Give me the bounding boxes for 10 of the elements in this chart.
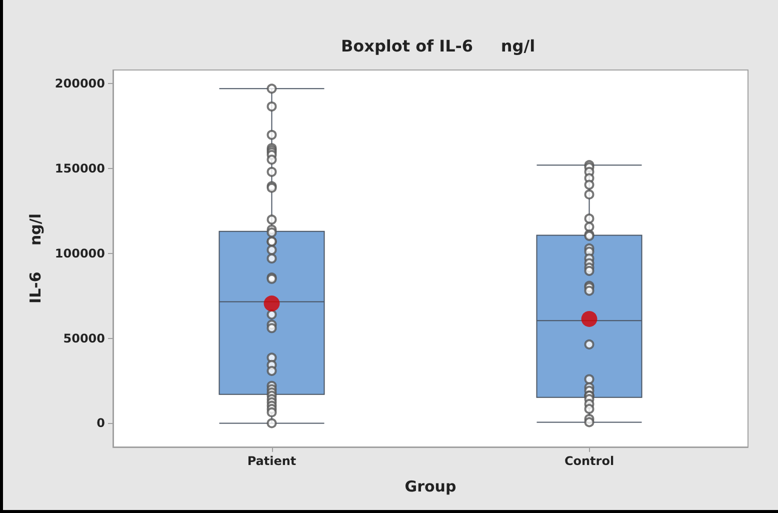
y-tick-label: 200000 [54, 76, 105, 91]
y-tick-label: 50000 [63, 331, 105, 346]
y-tick-label: 0 [96, 416, 105, 430]
y-axis-title: IL-6 ng/l [26, 214, 44, 304]
y-tick-label: 100000 [54, 246, 105, 260]
x-axis-title: Group [404, 478, 456, 496]
x-tick-label: Patient [247, 454, 296, 468]
y-tick-label: 150000 [54, 161, 105, 176]
chart-title: Boxplot of IL-6 ng/l [340, 36, 536, 56]
x-tick-label: Control [564, 454, 614, 468]
